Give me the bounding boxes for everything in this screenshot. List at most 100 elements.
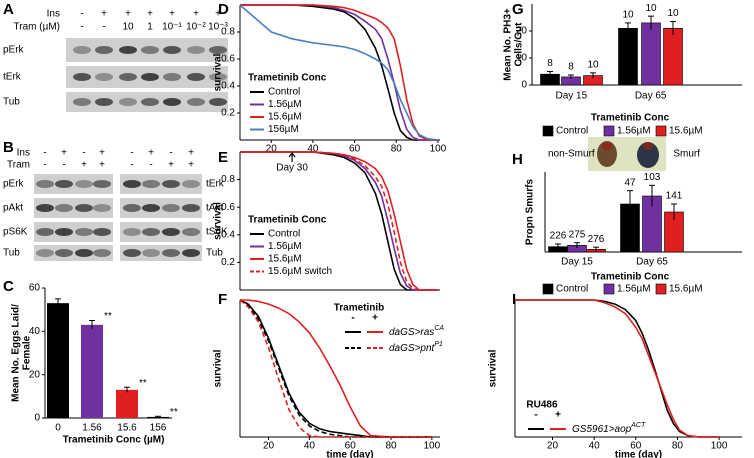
- blot-band: [142, 204, 160, 212]
- blot-band: [141, 73, 159, 81]
- blot-band: [182, 249, 200, 257]
- fly: [597, 141, 617, 167]
- x-axis-label: Trametinib Conc (µM): [63, 435, 165, 446]
- annotation-arrow: [288, 152, 296, 162]
- blot-band: [187, 46, 205, 54]
- lane-label: +: [99, 160, 105, 171]
- survival-line: [239, 4, 438, 141]
- legend-column: +: [372, 313, 378, 324]
- panel-label: C: [3, 278, 14, 295]
- y-tick-label: 0: [521, 80, 527, 91]
- lane-label: +: [81, 160, 87, 171]
- band-label: pAkt: [3, 203, 23, 214]
- n-label: 47: [624, 177, 636, 188]
- x-tick-label: 80: [672, 441, 684, 452]
- n-label: 276: [588, 234, 605, 245]
- x-tick-label: 100: [423, 441, 440, 452]
- legend-label: 15.6µM: [268, 112, 302, 123]
- survival-line: [240, 299, 432, 438]
- lane-row-label: Tram: [7, 160, 30, 171]
- x-tick-label: 1.56: [82, 423, 102, 434]
- lane-label: -: [102, 22, 105, 33]
- survival-line: [239, 299, 432, 438]
- lane-label: +: [61, 148, 67, 159]
- x-axis-label: time (day): [615, 450, 662, 458]
- y-axis-label: Female: [22, 335, 33, 370]
- blot-band: [36, 228, 54, 236]
- blot-band: [209, 46, 227, 54]
- lane-label: -: [80, 22, 83, 33]
- lane-label: +: [125, 9, 131, 20]
- x-tick-label: 20: [266, 144, 278, 155]
- legend-swatch: [603, 125, 615, 137]
- legend-swatch: [603, 283, 615, 295]
- fly: [637, 142, 659, 168]
- n-label: 141: [666, 191, 683, 202]
- y-tick-label: 60: [29, 283, 41, 294]
- x-tick-label: 156: [150, 423, 167, 434]
- blot-band: [75, 180, 93, 188]
- n-label: 10: [667, 8, 679, 19]
- legend-label: 1.56µM: [268, 241, 302, 252]
- blot-band: [163, 46, 181, 54]
- blot-band: [93, 228, 111, 236]
- blot-band: [36, 180, 54, 188]
- band-label: tErk: [206, 179, 225, 190]
- lane-label: +: [148, 148, 154, 159]
- blot-band: [123, 204, 141, 212]
- blot-band: [55, 249, 73, 257]
- panel-label: I: [512, 291, 516, 308]
- legend-label: 15.6µM: [669, 284, 703, 295]
- legend-label: 1.56µM: [617, 126, 651, 137]
- x-tick-label: 60: [630, 441, 642, 452]
- lane-row-label: Tram (µM): [14, 22, 61, 33]
- blot-band: [119, 98, 137, 106]
- lane-label: +: [147, 9, 153, 20]
- legend-column: -: [351, 313, 354, 324]
- lane-label: -: [80, 9, 83, 20]
- lane-row-label: Ins: [47, 9, 60, 20]
- panel-label: G: [512, 1, 524, 18]
- y-axis-label: survival: [213, 53, 224, 91]
- significance: **: [170, 407, 178, 418]
- n-label: 275: [569, 229, 586, 240]
- lane-row-label: Ins: [17, 148, 30, 159]
- legend-label: 15.6µM: [268, 254, 302, 265]
- blot-band: [162, 180, 180, 188]
- legend-label: GS5961>aopACT: [572, 422, 646, 435]
- x-tick-label: 40: [304, 441, 316, 452]
- lane-label: +: [101, 9, 107, 20]
- lane-label: +: [99, 148, 105, 159]
- y-tick-label: 0.8: [221, 27, 235, 38]
- survival-line: [240, 4, 438, 141]
- label-sup: ACT: [630, 422, 646, 429]
- n-label: 8: [568, 62, 574, 73]
- bar: [116, 389, 138, 418]
- bar: [641, 22, 661, 86]
- survival-line: [240, 151, 438, 291]
- legend-label: daGS>rasCA: [389, 325, 444, 338]
- lane-label: +: [215, 9, 221, 20]
- legend-label: Control: [268, 229, 300, 240]
- legend-title: Trametinib Conc: [248, 215, 327, 226]
- legend-swatch: [655, 283, 667, 295]
- y-axis-label: survival: [213, 349, 224, 387]
- band-label: Tub: [3, 248, 20, 259]
- blot-strip: [34, 174, 113, 194]
- lane-label: -: [62, 160, 65, 171]
- blot-band: [182, 228, 200, 236]
- legend-label: Control: [556, 126, 588, 137]
- band-label: tErk: [3, 72, 22, 83]
- label-sup: P1: [434, 341, 443, 348]
- blot-band: [119, 73, 137, 81]
- lane-label: 10⁻¹: [162, 22, 182, 33]
- legend-title: Trametinib Conc: [248, 73, 327, 84]
- band-label: pErk: [3, 179, 25, 190]
- blot-band: [142, 180, 160, 188]
- x-tick-label: Day 15: [555, 91, 587, 102]
- blot-strip: [120, 245, 202, 261]
- blot-strip: [34, 198, 113, 218]
- blot-band: [55, 180, 73, 188]
- blot-strip: [34, 245, 113, 261]
